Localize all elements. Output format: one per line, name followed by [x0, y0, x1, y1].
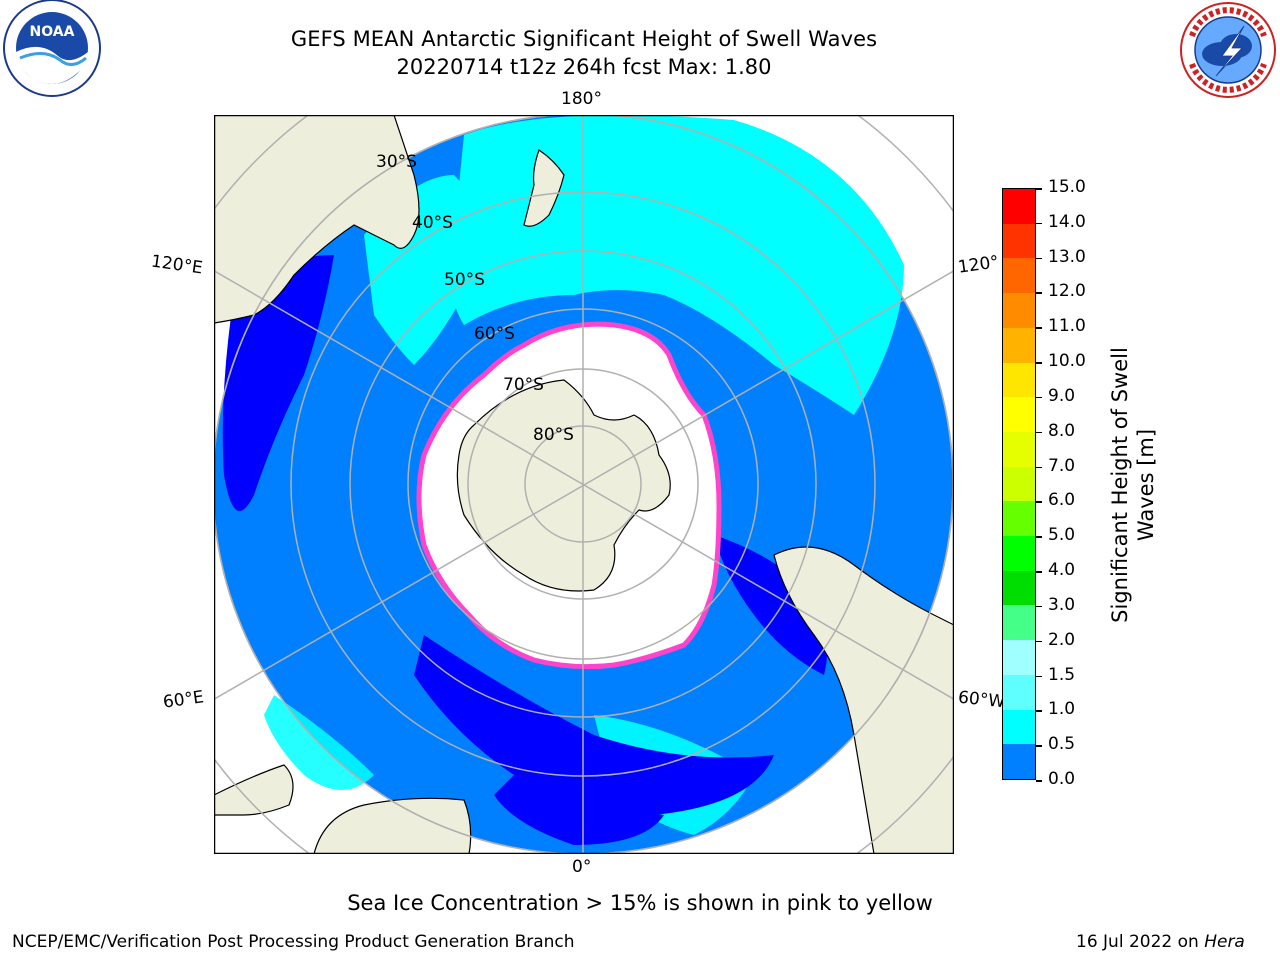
lon-label-right-lower: 60°W: [957, 687, 1006, 713]
colorbar-band: [1003, 466, 1035, 502]
colorbar-tick-label: 5.0: [1048, 525, 1076, 546]
colorbar-band: [1003, 570, 1035, 606]
colorbar-tick-mark: [1036, 536, 1042, 538]
colorbar-tick-mark: [1036, 710, 1042, 712]
colorbar-tick-label: 13.0: [1048, 246, 1086, 267]
colorbar-tick-mark: [1036, 257, 1042, 260]
colorbar-tick-label: 12.0: [1048, 281, 1086, 302]
lon-label-left-upper: 120°E: [149, 251, 204, 279]
noaa-logo: NOAA: [0, 0, 104, 100]
colorbar-tick-label: 10.0: [1048, 351, 1086, 372]
colorbar-tick-label: 11.0: [1048, 316, 1086, 337]
colorbar-band: [1003, 431, 1035, 467]
colorbar-tick-mark: [1036, 745, 1042, 747]
colorbar: [1002, 188, 1036, 780]
footer-host: Hera: [1204, 932, 1245, 952]
colorbar-tick-label: 3.0: [1048, 594, 1076, 615]
colorbar-tick-mark: [1036, 466, 1042, 469]
colorbar-tick-mark: [1036, 327, 1042, 329]
lat-label-70s: 70°S: [503, 375, 544, 395]
colorbar-tick-label: 14.0: [1048, 211, 1086, 232]
colorbar-band: [1003, 674, 1035, 710]
colorbar-band: [1003, 362, 1035, 398]
colorbar-label-line2: Waves [m]: [1134, 428, 1158, 542]
colorbar-tick-label: 0.5: [1048, 734, 1076, 755]
new-zealand-land: [523, 149, 565, 227]
nws-logo: [1178, 2, 1278, 102]
colorbar-ticks: 15.0 14.0 13.0 12.0 11.0 10.0 9.0 8.0 7.0 6.0 5.0 4…: [1036, 177, 1100, 790]
colorbar-tick-label: 15.0: [1048, 177, 1086, 197]
colorbar-band: [1003, 258, 1035, 294]
colorbar-tick-mark: [1036, 292, 1042, 294]
lat-label-80s: 80°S: [533, 425, 574, 445]
colorbar-tick-mark: [1036, 222, 1042, 225]
colorbar-band: [1003, 223, 1035, 259]
colorbar-tick-label: 1.5: [1048, 664, 1076, 685]
footer-date: 16 Jul 2022 on: [1076, 932, 1205, 952]
colorbar-band: [1003, 744, 1035, 779]
colorbar-tick-mark: [1036, 362, 1042, 364]
colorbar-tick-label: 8.0: [1048, 420, 1076, 441]
colorbar-band: [1003, 189, 1035, 224]
colorbar-band: [1003, 501, 1035, 537]
lat-label-50s: 50°S: [444, 270, 485, 290]
footer-right: 16 Jul 2022 on Hera: [1076, 932, 1245, 952]
colorbar-tick-label: 0.0: [1048, 769, 1076, 789]
lat-label-40s: 40°S: [412, 213, 453, 233]
map-subtitle: 20220714 t12z 264h fcst Max: 1.80: [396, 55, 772, 79]
colorbar-tick-mark: [1036, 188, 1042, 190]
colorbar-tick-mark: [1036, 501, 1042, 503]
colorbar-tick-label: 4.0: [1048, 560, 1076, 581]
footer-left: NCEP/EMC/Verification Post Processing Pr…: [12, 932, 575, 952]
colorbar-tick-label: 9.0: [1048, 385, 1076, 406]
south-america-land: [773, 546, 954, 854]
colorbar-band: [1003, 640, 1035, 675]
colorbar-tick-mark: [1036, 431, 1042, 434]
lat-label-60s: 60°S: [474, 324, 515, 344]
colorbar-band: [1003, 327, 1035, 363]
swell-low-south: [414, 635, 774, 815]
swell-cyan-pacific: [450, 115, 904, 415]
colorbar-tick-mark: [1036, 640, 1042, 643]
colorbar-tick-label: 2.0: [1048, 629, 1076, 650]
lon-label-top: 180°: [561, 89, 602, 109]
colorbar-tick-label: 7.0: [1048, 455, 1076, 476]
antarctica-land: [456, 379, 671, 592]
map-title: GEFS MEAN Antarctic Significant Height o…: [290, 27, 878, 51]
polar-map: [213, 114, 955, 855]
colorbar-band: [1003, 293, 1035, 328]
ice-caption: Sea Ice Concentration > 15% is shown in …: [347, 891, 933, 915]
swell-low-west: [222, 255, 334, 511]
lon-label-left-lower: 60°E: [161, 687, 206, 713]
colorbar-band: [1003, 605, 1035, 641]
africa-land: [313, 797, 472, 854]
svg-text:NOAA: NOAA: [30, 24, 75, 40]
lat-label-30s: 30°S: [376, 152, 417, 172]
colorbar-tick-label: 6.0: [1048, 490, 1076, 511]
colorbar-tick-mark: [1036, 675, 1042, 678]
colorbar-tick-mark: [1036, 396, 1042, 399]
colorbar-band: [1003, 709, 1035, 745]
colorbar-band: [1003, 397, 1035, 432]
madagascar-land: [214, 764, 294, 816]
colorbar-tick-mark: [1036, 571, 1042, 573]
colorbar-tick-mark: [1036, 780, 1042, 782]
colorbar-tick-mark: [1036, 605, 1042, 608]
colorbar-label-line1: Significant Height of Swell: [1108, 347, 1132, 623]
lon-label-right-upper: 120°: [956, 252, 1001, 278]
lon-label-bottom: 0°: [572, 857, 592, 877]
colorbar-band: [1003, 536, 1035, 571]
colorbar-tick-label: 1.0: [1048, 699, 1076, 720]
